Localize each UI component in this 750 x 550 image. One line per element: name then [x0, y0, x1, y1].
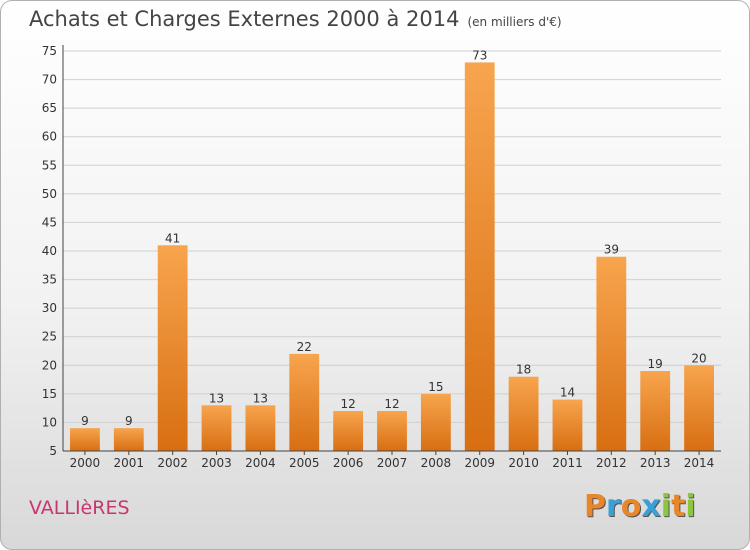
- bar: [508, 376, 539, 451]
- x-tick-label: 2004: [245, 456, 276, 470]
- bar: [245, 405, 276, 451]
- data-label: 13: [253, 391, 268, 405]
- x-tick-label: 2009: [464, 456, 495, 470]
- y-tick-label: 45: [42, 215, 57, 229]
- logo-letter: i: [685, 489, 696, 524]
- x-tick-label: 2001: [114, 456, 145, 470]
- x-tick-label: 2005: [289, 456, 320, 470]
- x-tick-label: 2008: [421, 456, 452, 470]
- y-tick-label: 70: [42, 73, 57, 87]
- bar: [289, 353, 320, 451]
- bar: [333, 411, 364, 451]
- data-label: 12: [384, 397, 399, 411]
- data-label: 19: [648, 357, 663, 371]
- y-tick-label: 60: [42, 130, 57, 144]
- bar: [113, 428, 144, 451]
- y-tick-label: 50: [42, 187, 57, 201]
- data-label: 14: [560, 386, 575, 400]
- bar: [464, 62, 495, 452]
- logo-letter: x: [641, 489, 661, 524]
- y-tick-label: 35: [42, 273, 57, 287]
- logo-letter: P: [584, 489, 606, 524]
- y-tick-label: 25: [42, 330, 57, 344]
- y-tick-label: 40: [42, 244, 57, 258]
- data-label: 9: [125, 414, 133, 428]
- y-tick-label: 30: [42, 301, 57, 315]
- logo-letter: r: [606, 489, 621, 524]
- y-tick-label: 75: [42, 44, 57, 58]
- data-label: 20: [691, 351, 706, 365]
- data-label: 13: [209, 391, 224, 405]
- bar: [684, 365, 714, 451]
- y-tick-label: 20: [42, 358, 57, 372]
- y-tick-label: 15: [42, 387, 57, 401]
- x-tick-label: 2007: [377, 456, 408, 470]
- y-tick-label: 5: [49, 444, 57, 458]
- x-tick-label: 2012: [596, 456, 627, 470]
- x-tick-label: 2014: [684, 456, 715, 470]
- x-tick-label: 2011: [552, 456, 583, 470]
- proxiti-logo: Proxiti: [584, 489, 696, 524]
- x-tick-label: 2003: [201, 456, 232, 470]
- bar: [70, 428, 100, 451]
- chart-subtitle: (en milliers d'€): [467, 15, 562, 29]
- logo-letter: o: [620, 489, 642, 524]
- x-tick-label: 2000: [70, 456, 101, 470]
- data-label: 39: [604, 243, 619, 257]
- bar: [640, 371, 671, 451]
- data-label: 15: [428, 380, 443, 394]
- commune-name: VALLIèRES: [29, 497, 130, 519]
- bar: [377, 411, 407, 451]
- x-tick-label: 2010: [508, 456, 539, 470]
- data-label: 18: [516, 363, 531, 377]
- data-label: 73: [472, 48, 487, 62]
- data-label: 41: [165, 231, 180, 245]
- bar: [201, 405, 232, 451]
- logo-letter: t: [671, 489, 686, 524]
- data-label: 9: [81, 414, 89, 428]
- x-tick-label: 2013: [640, 456, 671, 470]
- y-tick-label: 55: [42, 158, 57, 172]
- bar: [596, 256, 627, 451]
- logo-letter: i: [660, 489, 672, 524]
- bar: [420, 393, 451, 451]
- x-tick-label: 2006: [333, 456, 364, 470]
- data-label: 22: [297, 340, 312, 354]
- chart-title: Achats et Charges Externes 2000 à 2014 (e…: [29, 7, 562, 31]
- y-tick-label: 65: [42, 101, 57, 115]
- bar: [552, 399, 583, 451]
- chart-title-text: Achats et Charges Externes 2000 à 2014: [29, 7, 460, 31]
- data-label: 12: [340, 397, 355, 411]
- x-tick-label: 2002: [157, 456, 188, 470]
- bar: [157, 245, 188, 451]
- y-tick-label: 10: [42, 415, 57, 429]
